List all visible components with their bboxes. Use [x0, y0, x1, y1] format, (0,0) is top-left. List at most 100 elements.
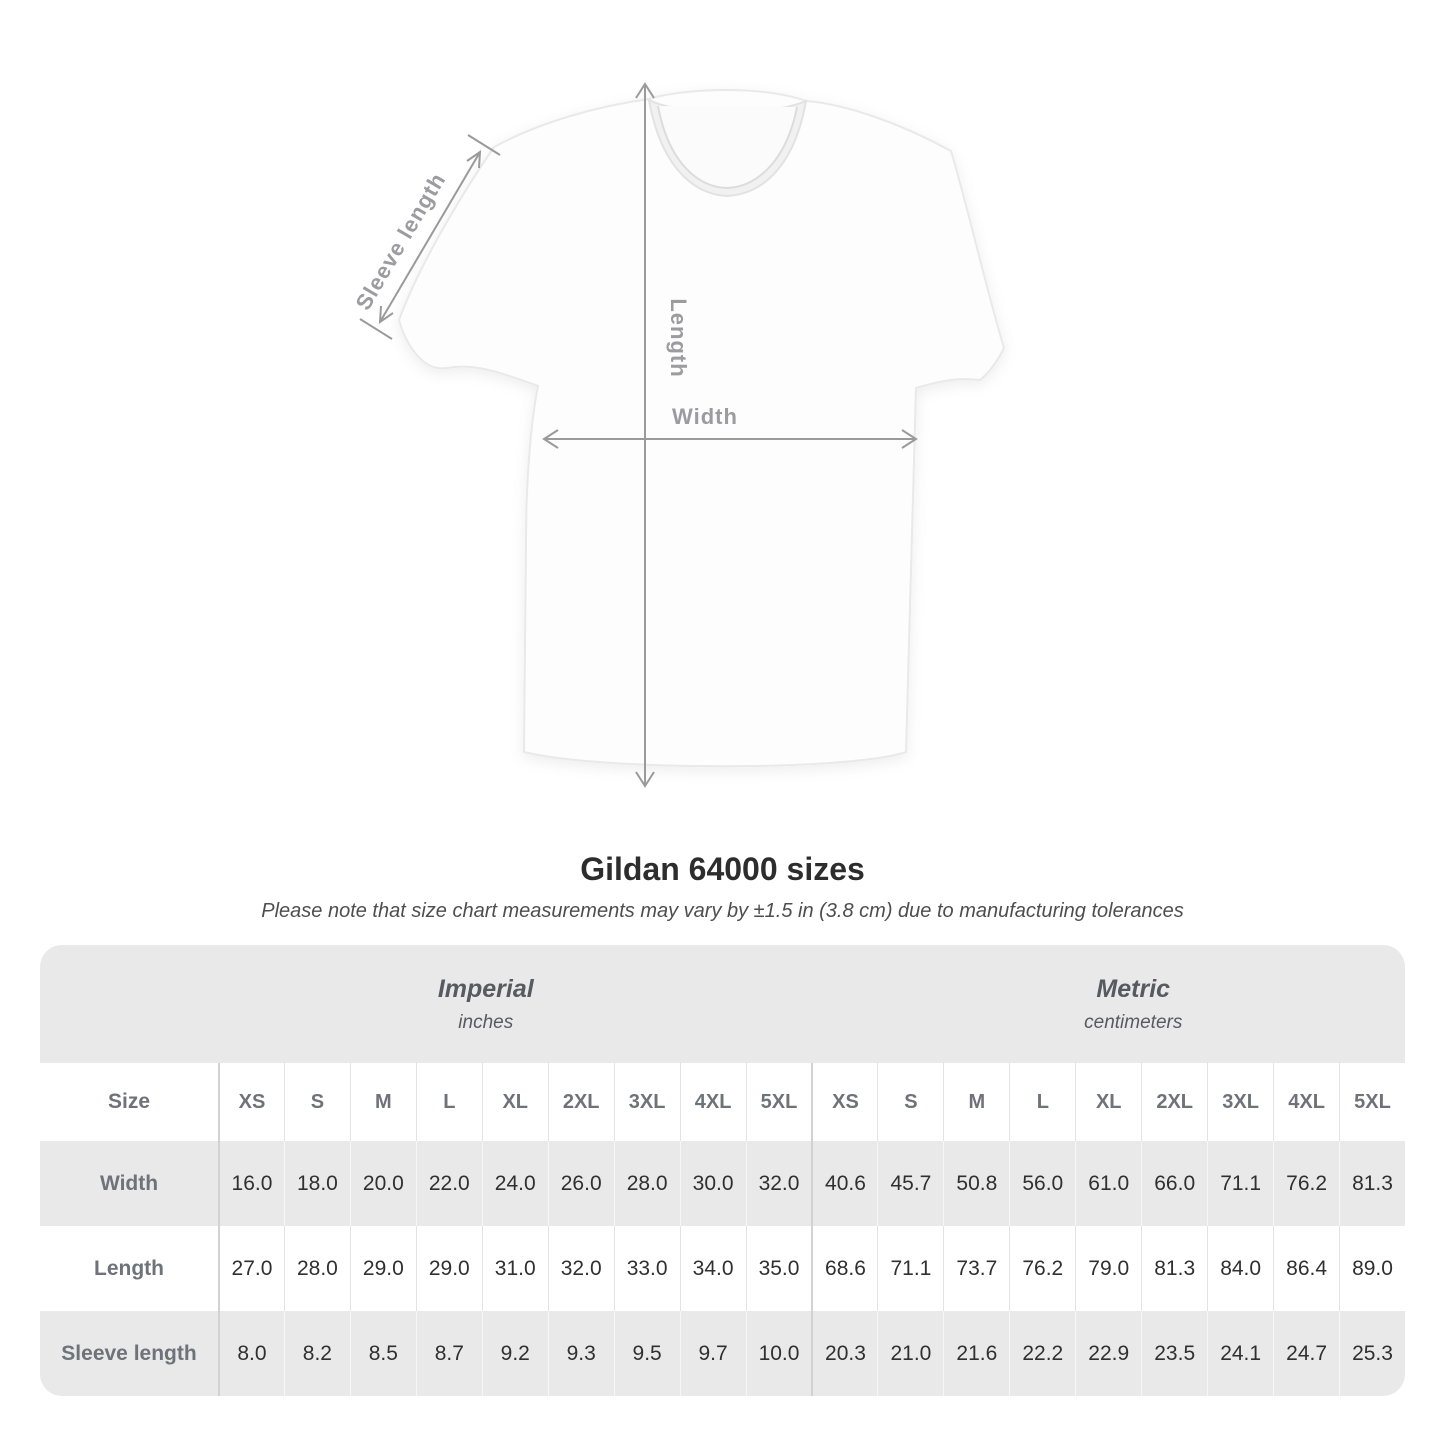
table-cell: 34.0 [679, 1226, 746, 1311]
tshirt-collar-ribbing [657, 105, 798, 190]
table-cell: 8.2 [283, 1311, 350, 1396]
table-cell: 28.0 [283, 1226, 350, 1311]
row-label: Width [99, 1171, 159, 1195]
heading-block: Gildan 64000 sizes Please note that size… [0, 851, 1445, 923]
table-cell: 76.2 [1009, 1226, 1075, 1311]
size-col-header: XL [1075, 1063, 1141, 1141]
table-cell: 68.6 [811, 1226, 877, 1311]
table-cell: 23.5 [1141, 1311, 1207, 1396]
table-cell: 8.5 [349, 1311, 416, 1396]
size-col-header: 5XL [1339, 1063, 1405, 1141]
table-cell: 25.3 [1339, 1311, 1405, 1396]
table-cell: 21.0 [877, 1311, 943, 1396]
size-col-header: 2XL [1141, 1063, 1207, 1141]
size-col-header: 4XL [1273, 1063, 1339, 1141]
table-cell: 73.7 [943, 1226, 1009, 1311]
table-cell: 86.4 [1273, 1226, 1339, 1311]
table-cell: 61.0 [1075, 1141, 1141, 1226]
table-cell: 32.0 [745, 1141, 812, 1226]
table-cell: 20.0 [349, 1141, 416, 1226]
table-cell: 79.0 [1075, 1226, 1141, 1311]
table-cell: 89.0 [1339, 1226, 1405, 1311]
table-cell: 8.7 [415, 1311, 482, 1396]
table-cell: 50.8 [943, 1141, 1009, 1226]
size-col-header: 5XL [745, 1063, 812, 1141]
width-arrow [542, 429, 918, 449]
width-label: Width [672, 404, 738, 429]
shirt-measurement-diagram: Sleeve length Length Width [350, 82, 1006, 788]
size-col-header: S [877, 1063, 943, 1141]
size-header-label: Size [107, 1090, 151, 1113]
table-cell: 81.3 [1339, 1141, 1405, 1226]
imperial-label: Imperial [437, 974, 534, 1003]
table-cell: 29.0 [349, 1226, 416, 1311]
size-header-row: Size XS S M L XL 2XL 3XL 4XL 5XL XS S M … [40, 1063, 1405, 1141]
imperial-group-header: Imperial inches [40, 945, 812, 1063]
table-cell: 21.6 [943, 1311, 1009, 1396]
table-cell: 20.3 [811, 1311, 877, 1396]
table-cell: 27.0 [218, 1226, 284, 1311]
table-cell: 22.2 [1009, 1311, 1075, 1396]
table-cell: 40.6 [811, 1141, 877, 1226]
table-cell: 22.9 [1075, 1311, 1141, 1396]
table-cell: 45.7 [877, 1141, 943, 1226]
table-row-width: Width 16.0 18.0 20.0 22.0 24.0 26.0 28.0… [40, 1141, 1405, 1226]
table-cell: 28.0 [613, 1141, 680, 1226]
table-cell: 29.0 [415, 1226, 482, 1311]
table-cell: 8.0 [218, 1311, 284, 1396]
table-cell: 10.0 [745, 1311, 812, 1396]
size-col-header: M [943, 1063, 1009, 1141]
size-col-header: XS [218, 1063, 284, 1141]
table-row-sleeve-length: Sleeve length 8.0 8.2 8.5 8.7 9.2 9.3 9.… [40, 1311, 1405, 1396]
table-cell: 24.1 [1207, 1311, 1273, 1396]
size-col-header: L [415, 1063, 482, 1141]
table-cell: 18.0 [283, 1141, 350, 1226]
tshirt-graphic: Sleeve length Length Width [350, 82, 1006, 788]
table-cell: 24.7 [1273, 1311, 1339, 1396]
page-subtitle: Please note that size chart measurements… [261, 900, 1184, 922]
table-cell: 9.3 [547, 1311, 614, 1396]
table-cell: 33.0 [613, 1226, 680, 1311]
sleeve-length-arrow [359, 134, 501, 340]
table-cell: 32.0 [547, 1226, 614, 1311]
table-cell: 9.2 [481, 1311, 548, 1396]
units-header-row: Imperial inches Metric centimeters [40, 945, 1405, 1063]
length-arrow [635, 82, 655, 788]
size-chart-table: Imperial inches Metric centimeters Size … [40, 945, 1405, 1396]
size-col-header: L [1009, 1063, 1075, 1141]
table-cell: 81.3 [1141, 1226, 1207, 1311]
size-col-header: XL [481, 1063, 548, 1141]
imperial-unit: inches [458, 1011, 514, 1033]
metric-label: Metric [1096, 974, 1171, 1003]
table-cell: 9.7 [679, 1311, 746, 1396]
size-col-header: 2XL [547, 1063, 614, 1141]
size-col-header: XS [811, 1063, 877, 1141]
metric-unit: centimeters [1084, 1011, 1183, 1033]
table-cell: 56.0 [1009, 1141, 1075, 1226]
table-row-length: Length 27.0 28.0 29.0 29.0 31.0 32.0 33.… [40, 1226, 1405, 1311]
table-cell: 35.0 [745, 1226, 812, 1311]
size-col-header: 3XL [1207, 1063, 1273, 1141]
table-cell: 31.0 [481, 1226, 548, 1311]
size-col-header: M [349, 1063, 416, 1141]
table-cell: 76.2 [1273, 1141, 1339, 1226]
table-cell: 71.1 [877, 1226, 943, 1311]
table-cell: 9.5 [613, 1311, 680, 1396]
row-label: Length [94, 1256, 164, 1280]
metric-group-header: Metric centimeters [812, 945, 1406, 1063]
page-title: Gildan 64000 sizes [580, 851, 865, 887]
table-cell: 84.0 [1207, 1226, 1273, 1311]
table-cell: 66.0 [1141, 1141, 1207, 1226]
row-label: Sleeve length [61, 1341, 197, 1365]
size-col-header: 3XL [613, 1063, 680, 1141]
table-cell: 24.0 [481, 1141, 548, 1226]
table-cell: 30.0 [679, 1141, 746, 1226]
table-cell: 16.0 [218, 1141, 284, 1226]
size-col-header: S [283, 1063, 350, 1141]
length-label: Length [666, 298, 691, 377]
table-cell: 22.0 [415, 1141, 482, 1226]
table-cell: 26.0 [547, 1141, 614, 1226]
table-cell: 71.1 [1207, 1141, 1273, 1226]
tshirt-body-shape [397, 88, 1006, 768]
size-col-header: 4XL [679, 1063, 746, 1141]
